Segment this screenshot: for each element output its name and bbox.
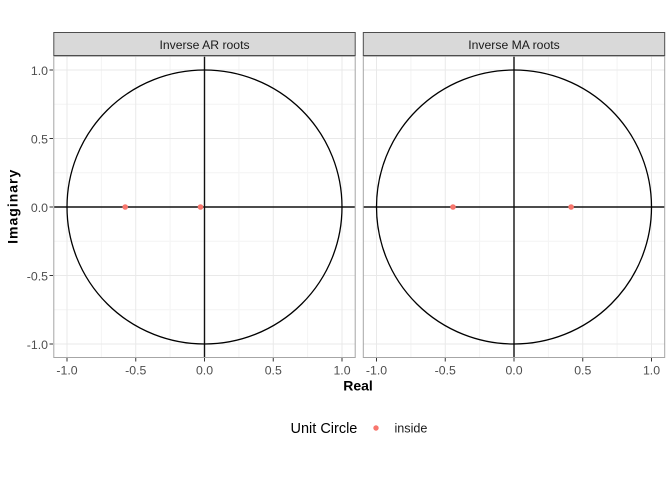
- svg-text:Imaginary: Imaginary: [5, 169, 21, 244]
- svg-text:0.5: 0.5: [574, 364, 591, 378]
- svg-text:-0.5: -0.5: [435, 364, 456, 378]
- svg-text:Inverse AR roots: Inverse AR roots: [159, 38, 249, 52]
- svg-text:Inverse MA roots: Inverse MA roots: [468, 38, 559, 52]
- svg-text:-0.5: -0.5: [125, 364, 146, 378]
- svg-text:1.0: 1.0: [333, 364, 350, 378]
- svg-text:0.0: 0.0: [505, 364, 522, 378]
- svg-text:1.0: 1.0: [643, 364, 660, 378]
- svg-text:-1.0: -1.0: [56, 364, 77, 378]
- svg-text:1.0: 1.0: [31, 64, 48, 78]
- svg-text:0.0: 0.0: [31, 201, 48, 215]
- svg-text:-0.5: -0.5: [27, 269, 48, 283]
- svg-text:0.5: 0.5: [265, 364, 282, 378]
- svg-text:Real: Real: [343, 378, 373, 394]
- svg-text:-1.0: -1.0: [366, 364, 387, 378]
- svg-text:Unit Circle: Unit Circle: [291, 421, 358, 437]
- svg-text:-1.0: -1.0: [27, 338, 48, 352]
- svg-text:0.0: 0.0: [196, 364, 213, 378]
- svg-text:0.5: 0.5: [31, 132, 48, 146]
- svg-text:inside: inside: [395, 422, 428, 436]
